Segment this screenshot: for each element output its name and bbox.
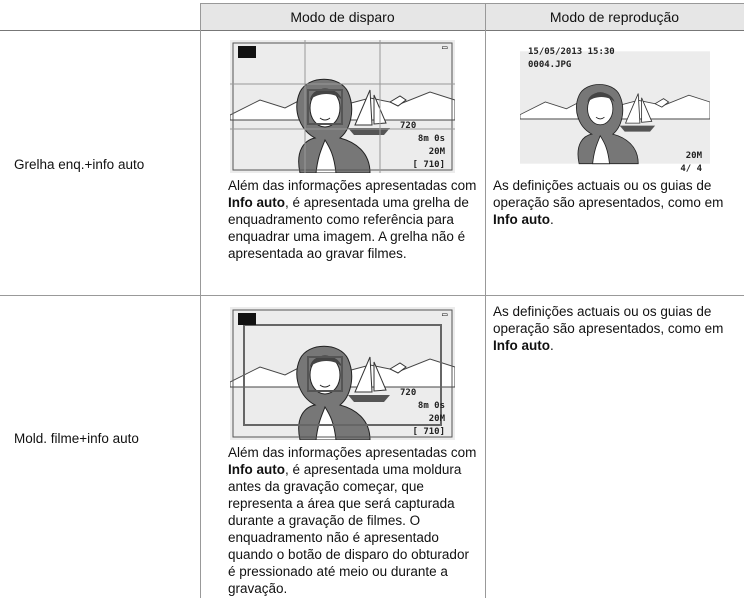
screen-text: 8m 0s: [418, 134, 445, 144]
text: Além das informações apresentadas com: [228, 178, 477, 193]
text: Além das informações apresentadas com: [228, 445, 477, 460]
screen-text: 20M: [429, 147, 446, 157]
screen-text: 20M: [686, 151, 703, 161]
description: As definições actuais ou os guias de ope…: [493, 303, 733, 354]
screen-text: 720: [400, 388, 416, 398]
rule: [200, 3, 201, 598]
screen-text: 720: [400, 121, 416, 131]
rule: [0, 30, 744, 31]
header-cell: Modo de disparo: [200, 3, 485, 31]
bold-text: Info auto: [493, 212, 550, 227]
text: .: [550, 338, 554, 353]
header-text: Modo de reprodução: [549, 9, 680, 25]
rule: [0, 295, 744, 296]
screen-text: 15/05/2013 15:30: [528, 47, 615, 57]
row-label: Mold. filme+info auto: [14, 431, 139, 446]
header-cell: Modo de reprodução: [485, 3, 744, 31]
text: As definições actuais ou os guias de ope…: [493, 304, 724, 336]
bold-text: Info auto: [493, 338, 550, 353]
description: Além das informações apresentadas com In…: [228, 177, 478, 262]
screen-text: 4/ 4: [680, 164, 702, 174]
rule: [485, 3, 486, 598]
text: , é apresentada uma moldura antes da gra…: [228, 462, 469, 596]
text: , é apresentada uma grelha de enquadrame…: [228, 195, 469, 261]
svg-text:▭: ▭: [442, 43, 448, 53]
screen-text: 8m 0s: [418, 401, 445, 411]
bold-text: Info auto: [228, 462, 285, 477]
description: As definições actuais ou os guias de ope…: [493, 177, 733, 228]
playback-screen: 15/05/2013 15:30 0004.JPG 20M 4/ 4: [520, 47, 710, 174]
screen-text: 0004.JPG: [528, 60, 571, 70]
screen-text: [ 710]: [412, 160, 445, 170]
row-label: Grelha enq.+info auto: [14, 157, 145, 172]
text: .: [550, 212, 554, 227]
camera-screen: ▭ 720 8m 0s 20M [ 710]: [230, 307, 455, 440]
screen-text: 20M: [429, 414, 446, 424]
camera-screen: ▭ 720 8m 0s 20M [ 710]: [230, 40, 455, 173]
svg-text:▭: ▭: [442, 310, 448, 320]
bold-text: Info auto: [228, 195, 285, 210]
header-text: Modo de disparo: [290, 9, 395, 25]
screen-text: [ 710]: [412, 427, 445, 437]
text: As definições actuais ou os guias de ope…: [493, 178, 724, 210]
description: Além das informações apresentadas com In…: [228, 444, 480, 597]
